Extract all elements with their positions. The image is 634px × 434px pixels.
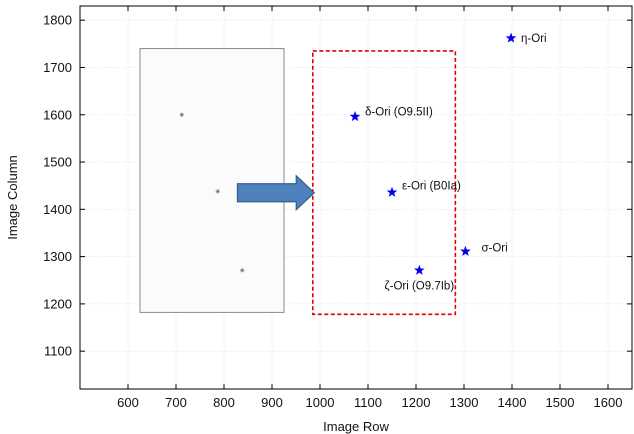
x-tick-label: 1000 bbox=[306, 395, 335, 410]
star-label: δ-Ori (O9.5II) bbox=[365, 107, 433, 119]
y-tick-label: 1300 bbox=[43, 249, 72, 264]
x-tick-label: 800 bbox=[213, 395, 235, 410]
inset-star-spot bbox=[180, 113, 183, 116]
inset-star-spot bbox=[216, 190, 219, 193]
star-marker bbox=[349, 111, 361, 122]
y-tick-label: 1600 bbox=[43, 107, 72, 122]
block-arrow bbox=[236, 174, 316, 212]
star-marker bbox=[386, 186, 398, 197]
star-marker bbox=[414, 264, 425, 275]
star-label: ε-Ori (B0Ia) bbox=[402, 180, 461, 192]
x-tick-label: 600 bbox=[117, 395, 139, 410]
inset-star-spot bbox=[241, 269, 244, 272]
y-tick-label: 1100 bbox=[44, 344, 72, 359]
star-marker bbox=[505, 32, 517, 43]
highlight-box bbox=[311, 50, 457, 316]
x-tick-label: 1100 bbox=[354, 395, 382, 410]
y-tick-label: 1200 bbox=[43, 296, 72, 311]
y-tick-label: 1800 bbox=[43, 13, 72, 28]
x-tick-label: 1200 bbox=[402, 395, 431, 410]
y-tick-label: 1400 bbox=[43, 202, 72, 217]
x-tick-label: 700 bbox=[165, 395, 187, 410]
x-tick-label: 1600 bbox=[594, 395, 623, 410]
points-layer: η-Ori δ-Ori (O9.5II) ε-Ori (B0Ia) σ-Ori ζ-Or… bbox=[349, 32, 547, 292]
star-label: η-Ori bbox=[521, 33, 547, 45]
star-label: ζ-Ori (O9.7Ib) bbox=[385, 280, 455, 292]
x-tick-label: 1300 bbox=[450, 395, 479, 410]
star-label: σ-Ori bbox=[481, 242, 507, 254]
axes: 600 700 800 900 1000 1100 1200 1300 1400 1500 1600… bbox=[43, 5, 633, 410]
x-tick-label: 1400 bbox=[498, 395, 527, 410]
x-tick-label: 900 bbox=[261, 395, 283, 410]
x-axis-title: Image Row bbox=[323, 419, 389, 434]
y-tick-label: 1700 bbox=[43, 60, 72, 75]
star-marker bbox=[460, 245, 471, 256]
plot-frame bbox=[79, 5, 633, 390]
overlay-layer bbox=[139, 48, 457, 316]
inset-image-frame bbox=[139, 48, 285, 313]
y-axis-title: Image Column bbox=[5, 155, 20, 240]
y-tick-label: 1500 bbox=[43, 155, 72, 170]
x-tick-label: 1500 bbox=[546, 395, 575, 410]
